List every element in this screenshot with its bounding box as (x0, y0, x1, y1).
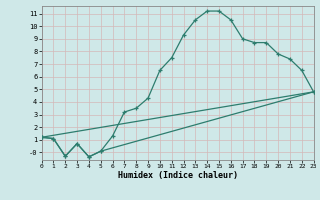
X-axis label: Humidex (Indice chaleur): Humidex (Indice chaleur) (118, 171, 237, 180)
